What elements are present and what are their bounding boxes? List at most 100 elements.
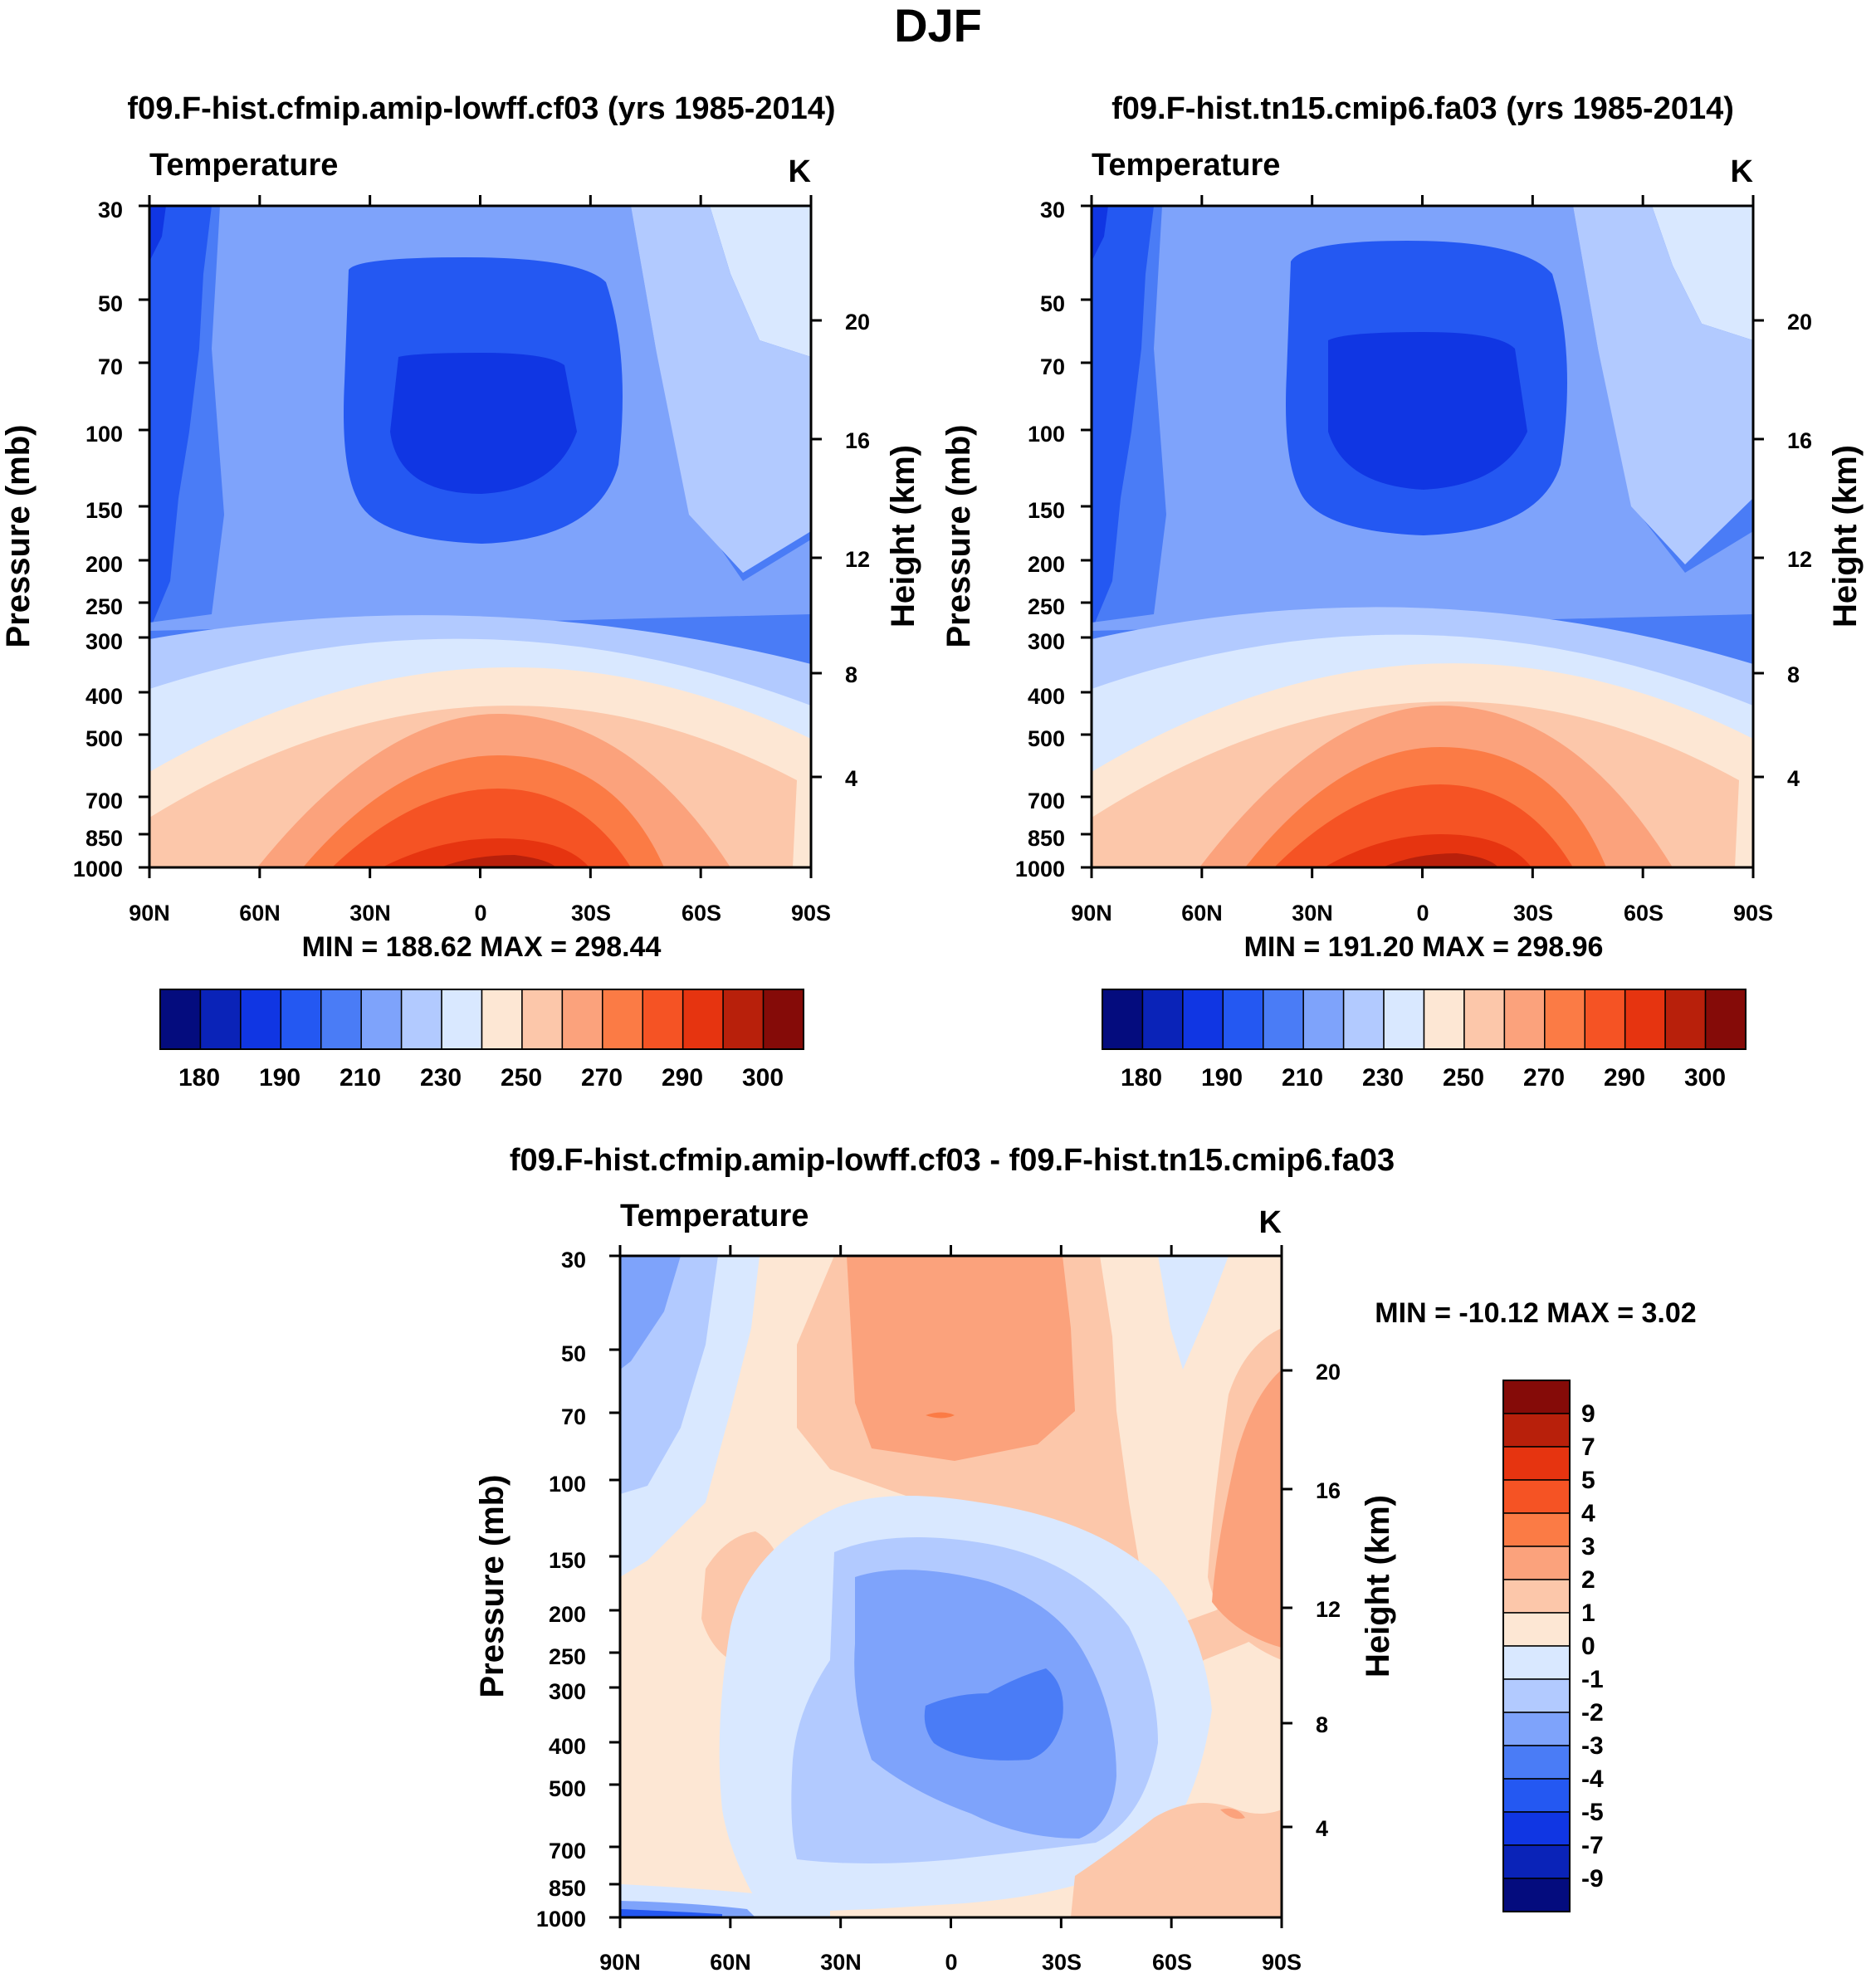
band-190-200-core xyxy=(390,353,577,494)
colorbar-label: 180 xyxy=(1121,1064,1162,1092)
band-190-200 xyxy=(1092,206,1108,261)
y-tick-label: 50 xyxy=(1040,291,1065,316)
band-1-2-sfc2 xyxy=(1112,1838,1204,1901)
colorbar-label: 230 xyxy=(420,1064,462,1092)
units-label: K xyxy=(1259,1205,1282,1240)
contour-fill xyxy=(149,206,811,867)
colorbar-label: 1 xyxy=(1581,1599,1595,1627)
colorbar-swatch xyxy=(1502,1380,1571,1414)
band-neg5-neg4-sfc xyxy=(620,1909,722,1917)
y2-tick-label: 20 xyxy=(1787,310,1812,335)
x-tick-label: 30N xyxy=(820,1950,862,1975)
y2-tick-label: 4 xyxy=(1787,766,1800,791)
colorbar-swatch xyxy=(1502,1612,1571,1647)
band-200-210 xyxy=(1092,206,1154,631)
colorbar-swatch xyxy=(1383,989,1425,1050)
colorbar-label: 4 xyxy=(1581,1500,1595,1527)
y-tick-label: 400 xyxy=(1028,684,1065,709)
variable-label: Temperature xyxy=(620,1199,809,1233)
y-tick-label: 700 xyxy=(85,789,123,813)
y-tick-label: 250 xyxy=(85,594,123,619)
y2-axis-label: Height (km) xyxy=(1827,445,1864,628)
band-190-200 xyxy=(149,206,166,261)
y-tick-label: 100 xyxy=(549,1472,586,1497)
y-tick-label: 30 xyxy=(561,1248,586,1272)
y-tick-label: 100 xyxy=(85,422,123,447)
y-tick-label: 500 xyxy=(85,726,123,751)
colorbar-label: 180 xyxy=(178,1064,220,1092)
colorbar-swatch xyxy=(1423,989,1465,1050)
colorbar-swatch xyxy=(159,989,202,1050)
colorbar-swatch xyxy=(199,989,242,1050)
band-neg3-neg2 xyxy=(620,1256,681,1370)
x-tick-label: 90S xyxy=(1733,901,1773,926)
panel-title: f09.F-hist.cfmip.amip-lowff.cf03 - f09.F… xyxy=(510,1143,1395,1178)
colorbar-label: 300 xyxy=(1684,1064,1726,1092)
x-tick-label: 60S xyxy=(1152,1950,1192,1975)
colorbar-label: 290 xyxy=(662,1064,703,1092)
y-tick-label: 1000 xyxy=(1015,857,1065,882)
colorbar-swatch xyxy=(1502,1512,1571,1547)
y-tick-label: 50 xyxy=(98,291,123,316)
y-tick-label: 1000 xyxy=(73,857,123,882)
y-tick-label: 30 xyxy=(1040,198,1065,222)
y2-tick-label: 4 xyxy=(845,766,857,791)
colorbar-label: -7 xyxy=(1581,1832,1604,1859)
y-tick-label: 70 xyxy=(561,1404,586,1429)
colorbar-swatch xyxy=(360,989,403,1050)
y-tick-label: 200 xyxy=(549,1602,586,1627)
band-2-3-east xyxy=(1212,1370,1282,1648)
y-tick-label: 850 xyxy=(549,1876,586,1901)
colorbar-label: 2 xyxy=(1581,1566,1595,1594)
y-tick-label: 500 xyxy=(1028,726,1065,751)
y-axis-label: Pressure (mb) xyxy=(474,1475,511,1698)
units-label: K xyxy=(789,154,812,189)
colorbar-label: -4 xyxy=(1581,1766,1604,1793)
colorbar-label: -1 xyxy=(1581,1666,1604,1693)
y2-axis-label: Height (km) xyxy=(1360,1495,1396,1678)
x-tick-label: 90S xyxy=(791,901,831,926)
colorbar-frame xyxy=(159,989,804,1050)
x-tick-label: 90N xyxy=(1071,901,1112,926)
band-2-3 xyxy=(847,1256,1075,1461)
band-2-3-sfc xyxy=(1220,1808,1245,1819)
colorbar-label: -5 xyxy=(1581,1799,1604,1826)
colorbar-swatch xyxy=(1463,989,1506,1050)
x-tick-label: 0 xyxy=(1416,901,1429,926)
y-tick-label: 100 xyxy=(1028,422,1065,447)
band-neg4-neg3-core xyxy=(924,1668,1063,1761)
colorbar-label: 230 xyxy=(1362,1064,1404,1092)
band-240-250 xyxy=(1652,206,1753,340)
colorbar-swatch xyxy=(1503,989,1546,1050)
colorbar-swatch xyxy=(1502,1712,1571,1746)
y-tick-label: 850 xyxy=(1028,826,1065,851)
y2-axis-label: Height (km) xyxy=(885,445,921,628)
colorbar-swatch xyxy=(1502,1745,1571,1780)
y-tick-label: 70 xyxy=(1040,354,1065,379)
colorbar-swatch xyxy=(602,989,643,1050)
colorbar-label: 7 xyxy=(1581,1433,1595,1461)
contour-fill xyxy=(620,1256,1282,1917)
colorbar-swatch xyxy=(1502,1645,1571,1680)
y2-tick-label: 12 xyxy=(1316,1597,1341,1622)
colorbar-swatch xyxy=(1182,989,1224,1050)
y2-tick-label: 12 xyxy=(1787,547,1812,572)
colorbar-swatch xyxy=(1502,1778,1571,1813)
y-tick-label: 30 xyxy=(98,198,123,222)
y-tick-label: 400 xyxy=(549,1734,586,1759)
min-max-stats: MIN = -10.12 MAX = 3.02 xyxy=(1375,1297,1696,1329)
colorbar-swatch xyxy=(400,989,442,1050)
y-tick-label: 700 xyxy=(1028,789,1065,813)
colorbar-swatch xyxy=(240,989,282,1050)
y2-tick-label: 8 xyxy=(845,662,857,687)
colorbar-swatch xyxy=(320,989,362,1050)
colorbar-swatch xyxy=(1502,1479,1571,1514)
x-tick-label: 0 xyxy=(945,1950,957,1975)
y2-tick-label: 20 xyxy=(1316,1360,1341,1385)
colorbar-swatch xyxy=(642,989,684,1050)
colorbar-swatch xyxy=(1704,989,1747,1050)
y-axis-label: Pressure (mb) xyxy=(0,425,37,648)
axis-ticks xyxy=(1081,195,1764,878)
y-tick-label: 150 xyxy=(1028,498,1065,523)
panel-difference: f09.F-hist.cfmip.amip-lowff.cf03 - f09.F… xyxy=(474,1143,1697,1975)
